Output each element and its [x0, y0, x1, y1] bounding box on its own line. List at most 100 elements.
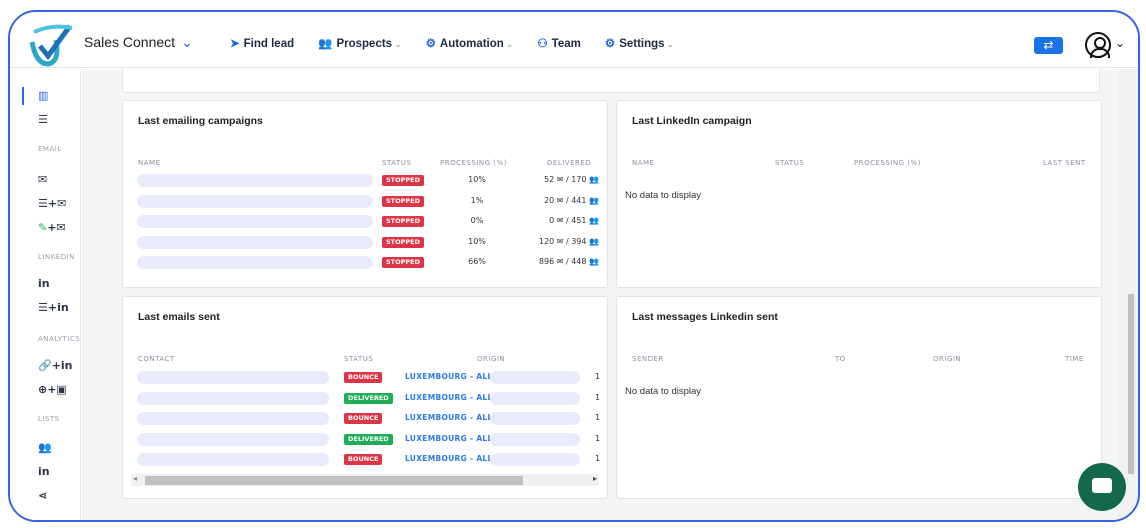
switch-account-button[interactable]: ⇄	[1034, 37, 1063, 54]
column-header: ORIGIN	[933, 355, 962, 363]
envelope-icon: ✉	[556, 195, 564, 205]
nav-label: Prospects	[336, 38, 393, 50]
sent-count: 896	[538, 257, 555, 266]
dashboard-content: 8910111213141516171819202122232425262728…	[82, 56, 1118, 520]
envelope-icon: ✉	[556, 175, 564, 184]
workspace-selector[interactable]: Sales Connect ⌄	[84, 34, 193, 51]
chevron-down-icon: ⌄	[505, 39, 514, 49]
email-campaigns-card: Last emailing campaigns NAME STATUS PROC…	[122, 100, 608, 288]
linkedin-icon[interactable]: in	[38, 277, 50, 290]
total-count: 394	[571, 236, 587, 246]
empty-state: No data to display	[625, 190, 702, 201]
list-plus-linkedin-icon[interactable]: ☰+in	[38, 301, 69, 314]
envelope-open-icon[interactable]: ✉	[38, 173, 48, 186]
chevron-down-icon[interactable]: ⌄	[1115, 36, 1126, 50]
app-window: Sales Connect ⌄ ➤ Find lead 👥 Prospects ⌄ ⚙ A…	[8, 10, 1140, 522]
campaign-name-placeholder[interactable]	[137, 194, 373, 208]
table-row[interactable]: STOPPED 10% 52 ✉ / 170 👥	[137, 174, 599, 188]
users-icon[interactable]: 👥	[38, 441, 52, 454]
campaign-name-placeholder[interactable]	[137, 235, 373, 249]
link-plus-linkedin-icon[interactable]: 🔗+in	[38, 359, 73, 372]
chat-widget-button[interactable]	[1078, 463, 1126, 511]
delivered-value: 120 ✉ / 394 👥	[538, 236, 599, 246]
horizontal-scrollbar[interactable]: ◂ ▸	[131, 474, 599, 486]
table-row[interactable]: BOUNCE LUXEMBOURG - ALL - 1	[137, 412, 600, 426]
table-row[interactable]: BOUNCE LUXEMBOURG - ALL - 1	[137, 453, 600, 467]
envelope-icon: ✉	[556, 216, 564, 225]
origin-link[interactable]: LUXEMBOURG - ALL -	[405, 372, 499, 381]
list-plus-envelope-icon[interactable]: ☰+✉	[38, 197, 67, 210]
vertical-scrollbar[interactable]	[1118, 69, 1138, 520]
nav-label: Team	[551, 38, 581, 50]
origin-placeholder	[490, 391, 580, 405]
sent-count: 52	[543, 175, 555, 184]
card-title: Last LinkedIn campaign	[632, 115, 752, 127]
processing-value: 66%	[468, 257, 486, 266]
users-icon: 👥	[589, 175, 599, 184]
origin-placeholder	[490, 371, 580, 384]
nav-automation[interactable]: ⚙ Automation ⌄	[426, 36, 514, 50]
origin-placeholder	[490, 453, 580, 466]
magic-plus-envelope-icon[interactable]: ✎+✉	[38, 221, 66, 234]
nav-team[interactable]: ⚇ Team	[537, 36, 581, 50]
nav-settings[interactable]: ⚙ Settings ⌄	[605, 36, 674, 50]
user-avatar-icon[interactable]	[1085, 32, 1111, 58]
top-navbar: Sales Connect ⌄ ➤ Find lead 👥 Prospects ⌄ ⚙ A…	[10, 12, 1138, 68]
table-row[interactable]: DELIVERED LUXEMBOURG - ALL - 1	[137, 432, 601, 447]
share-icon[interactable]: ⋖	[38, 489, 48, 502]
chart-icon[interactable]: ▥	[38, 89, 49, 102]
origin-placeholder	[490, 412, 580, 425]
processing-value: 10%	[468, 175, 486, 184]
status-badge: STOPPED	[382, 175, 425, 186]
column-header: ORIGIN	[477, 355, 506, 363]
table-row[interactable]: STOPPED 66% 896 ✉ / 448 👥	[137, 256, 599, 270]
gear-icon: ⚙	[604, 38, 616, 50]
users-icon: 👥	[589, 257, 599, 266]
campaign-name-placeholder[interactable]	[137, 174, 373, 187]
campaign-name-placeholder[interactable]	[137, 256, 373, 269]
linkedin-icon[interactable]: in	[38, 465, 50, 478]
sales-connect-logo[interactable]	[26, 22, 74, 68]
contact-placeholder[interactable]	[137, 391, 329, 405]
chevron-down-icon: ⌄	[666, 39, 675, 49]
time-value: 1	[595, 433, 601, 443]
processing-value: 0%	[470, 216, 484, 225]
user-gear-icon: ⚙	[425, 38, 436, 50]
column-header: LAST SENT	[1043, 159, 1086, 167]
origin-link[interactable]: LUXEMBOURG - ALL -	[405, 392, 499, 402]
nav-find-lead[interactable]: ➤ Find lead	[230, 36, 294, 50]
contact-placeholder[interactable]	[137, 371, 329, 384]
list-icon[interactable]: ☰	[38, 113, 48, 126]
origin-link[interactable]: LUXEMBOURG - ALL -	[405, 454, 499, 463]
time-value: 1	[595, 372, 601, 381]
rocket-icon: ➤	[230, 38, 240, 50]
scrollbar-thumb[interactable]	[145, 476, 523, 485]
users-icon: 👥	[318, 38, 333, 50]
nav-label: Find lead	[243, 38, 295, 50]
scrollbar-thumb[interactable]	[1128, 294, 1134, 474]
globe-plus-contact-icon[interactable]: ⊕+▣	[38, 383, 67, 396]
time-value: 1	[595, 392, 601, 402]
contact-placeholder[interactable]	[137, 412, 329, 425]
table-row[interactable]: BOUNCE LUXEMBOURG - ALL - 1	[137, 371, 601, 385]
main-nav: ➤ Find lead 👥 Prospects ⌄ ⚙ Automation ⌄ ⚇ Tea…	[230, 36, 674, 50]
emails-sent-card: Last emails sent CONTACT STATUS ORIGIN B…	[122, 296, 608, 499]
total-count: 170	[571, 175, 587, 184]
table-row[interactable]: DELIVERED LUXEMBOURG - ALL - 1	[137, 391, 601, 406]
delivered-value: 0 ✉ / 451 👥	[549, 216, 599, 225]
table-row[interactable]: STOPPED 1% 20 ✉ / 441 👥	[137, 194, 599, 209]
envelope-icon: ✉	[556, 257, 564, 266]
table-row[interactable]: STOPPED 0% 0 ✉ / 451 👥	[137, 215, 599, 229]
status-badge: BOUNCE	[344, 372, 383, 383]
column-header: PROCESSING (%)	[440, 159, 507, 167]
sidebar-section-email: EMAIL	[38, 145, 62, 153]
empty-state: No data to display	[625, 386, 702, 397]
contact-placeholder[interactable]	[137, 453, 329, 466]
origin-link[interactable]: LUXEMBOURG - ALL -	[405, 433, 499, 443]
table-row[interactable]: STOPPED 10% 120 ✉ / 394 👥	[137, 235, 599, 250]
card-title: Last messages Linkedin sent	[632, 311, 778, 323]
contact-placeholder[interactable]	[137, 432, 329, 446]
nav-prospects[interactable]: 👥 Prospects ⌄	[318, 36, 401, 50]
campaign-name-placeholder[interactable]	[137, 215, 373, 228]
origin-link[interactable]: LUXEMBOURG - ALL -	[405, 413, 499, 422]
